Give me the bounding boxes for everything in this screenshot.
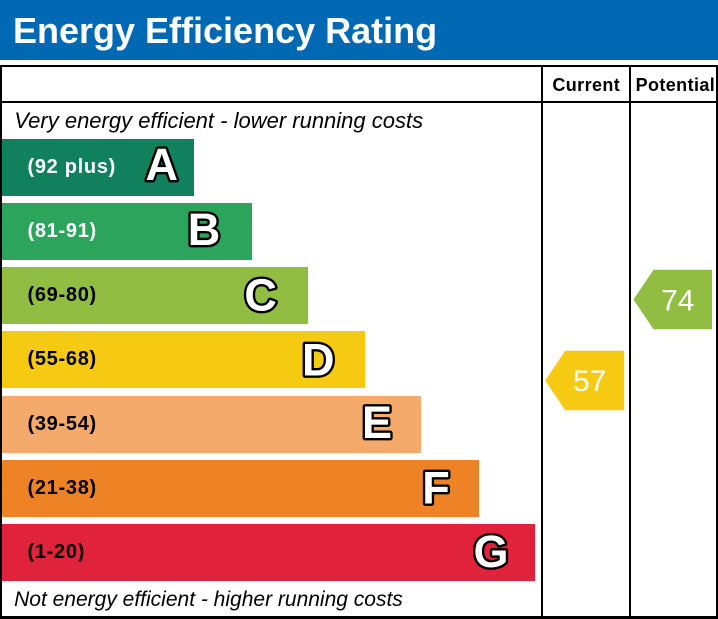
svg-text:G: G: [473, 526, 508, 577]
svg-text:74: 74: [661, 284, 694, 317]
svg-text:B: B: [188, 204, 221, 255]
svg-text:E: E: [362, 397, 392, 448]
svg-text:A: A: [145, 139, 178, 190]
svg-text:D: D: [302, 334, 335, 385]
svg-text:57: 57: [573, 365, 606, 398]
svg-text:F: F: [422, 463, 450, 514]
svg-text:C: C: [244, 270, 277, 321]
